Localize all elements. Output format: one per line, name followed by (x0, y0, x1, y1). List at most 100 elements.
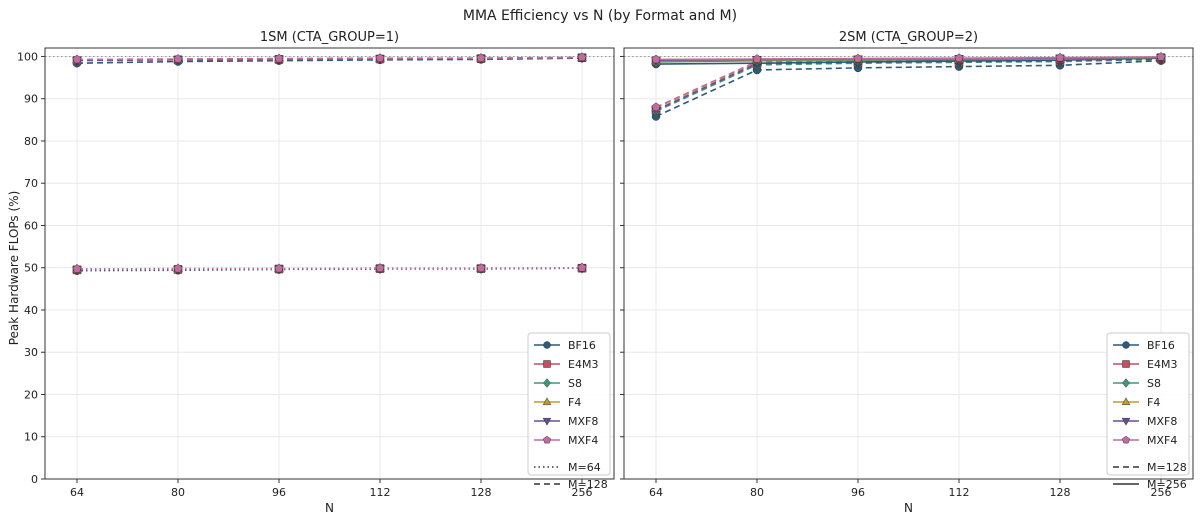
legend-item: BF16 (1113, 339, 1175, 352)
legend-item: MXF4 (1113, 434, 1177, 447)
legend: BF16 E4M3 S8 F4 MXF8 MXF4 M=64 M=128 (527, 332, 611, 491)
x-tick-label: 112 (370, 486, 391, 499)
legend-label: E4M3 (1147, 358, 1177, 371)
legend-marker (543, 378, 551, 388)
x-axis-label: N (904, 501, 913, 515)
data-point (173, 263, 183, 273)
y-axis-label: Peak Hardware FLOPs (%) (7, 191, 21, 346)
x-tick-label: 128 (1050, 486, 1071, 499)
data-point (853, 53, 863, 63)
series-line (655, 59, 1162, 118)
legend-label: E4M3 (568, 358, 598, 371)
legend-label: MXF8 (568, 415, 598, 428)
series-line (655, 57, 1162, 108)
axes-frame (623, 47, 1194, 480)
x-tick-label: 64 (70, 486, 84, 499)
legend-marker (542, 397, 552, 406)
panel-2sm: 2SM (CTA_GROUP=2) 64 80 96 112 128 256 N BF16 E4M… (620, 30, 1194, 515)
data-point (274, 263, 284, 273)
y-tick-label: 60 (24, 219, 38, 232)
x-tick-label: 64 (649, 486, 663, 499)
x-tick-label: 128 (471, 486, 492, 499)
legend-marker (1122, 378, 1130, 388)
y-tick-label: 80 (24, 135, 38, 148)
y-tick-label: 100 (17, 50, 38, 63)
panel-title: 2SM (CTA_GROUP=2) (839, 30, 978, 45)
data-point (954, 53, 964, 62)
legend-marker (543, 360, 551, 368)
legend-item: M=128 (534, 478, 608, 491)
series-line (655, 57, 1162, 109)
figure-title: MMA Efficiency vs N (by Format and M) (463, 8, 737, 24)
series-mxf4-m256 (651, 52, 1166, 64)
data-point (476, 263, 486, 272)
y-tick-label: 0 (31, 473, 38, 486)
data-point (1055, 53, 1065, 62)
legend-marker (543, 341, 551, 349)
legend-item: S8 (534, 377, 582, 390)
legend-marker (1121, 417, 1131, 426)
legend-marker (1122, 360, 1130, 368)
legend-marker (1122, 435, 1130, 444)
y-tick-label: 20 (24, 388, 38, 401)
x-tick-label: 80 (750, 486, 764, 499)
data-point (274, 53, 284, 63)
legend-label: F4 (1147, 396, 1160, 409)
legend-item: S8 (1113, 377, 1161, 390)
x-tick-label: 112 (949, 486, 970, 499)
legend-item: E4M3 (534, 358, 598, 371)
y-tick-label: 50 (24, 262, 38, 275)
legend-label: F4 (568, 396, 581, 409)
legend-item: M=128 (1113, 461, 1187, 474)
panel-title: 1SM (CTA_GROUP=1) (260, 30, 399, 45)
x-tick-label: 80 (171, 486, 185, 499)
series-bf16-m128 (651, 56, 1166, 121)
y-tick-label: 70 (24, 177, 38, 190)
legend-label: M=128 (568, 478, 608, 491)
legend-label: BF16 (1147, 339, 1175, 352)
data-point (1156, 52, 1166, 61)
series-mxf4-m128 (72, 52, 587, 64)
data-point (476, 53, 486, 62)
legend-marker (543, 435, 551, 444)
legend-label: M=64 (568, 461, 601, 474)
legend-item: F4 (1113, 396, 1160, 409)
series-mxf4-m64 (72, 263, 587, 273)
legend-label: M=128 (1147, 461, 1187, 474)
legend-item: MXF8 (534, 415, 598, 428)
legend-marker (1121, 397, 1131, 406)
data-point (72, 54, 82, 64)
legend-marker (542, 417, 552, 426)
legend-label: S8 (1147, 377, 1161, 390)
series-line (655, 57, 1162, 65)
data-point (651, 102, 661, 111)
legend-label: MXF8 (1147, 415, 1177, 428)
legend-item: F4 (534, 396, 581, 409)
data-point (375, 263, 385, 272)
data-point (752, 54, 762, 63)
legend-label: MXF4 (568, 434, 598, 447)
legend-label: MXF4 (1147, 434, 1177, 447)
data-point (577, 52, 587, 62)
data-point (651, 54, 661, 64)
panel-1sm: 1SM (CTA_GROUP=1) 0 10 20 30 40 50 60 70 80 90 100 6… (17, 30, 615, 515)
legend-marker (1122, 341, 1130, 349)
y-tick-label: 90 (24, 93, 38, 106)
data-point (375, 53, 385, 62)
series-line (76, 56, 583, 61)
x-tick-label: 256 (572, 486, 593, 499)
x-tick-label: 256 (1151, 486, 1172, 499)
y-tick-label: 40 (24, 304, 38, 317)
y-tick-label: 10 (24, 431, 38, 444)
legend-item: M=256 (1113, 478, 1187, 491)
data-point (173, 54, 183, 63)
legend-item: E4M3 (1113, 358, 1177, 371)
legend-item: BF16 (534, 339, 596, 352)
y-tick-label: 30 (24, 346, 38, 359)
x-axis-label: N (325, 501, 334, 515)
x-tick-label: 96 (272, 486, 286, 499)
x-tick-label: 96 (851, 486, 865, 499)
legend: BF16 E4M3 S8 F4 MXF8 MXF4 M=128 M=256 (1106, 332, 1190, 491)
